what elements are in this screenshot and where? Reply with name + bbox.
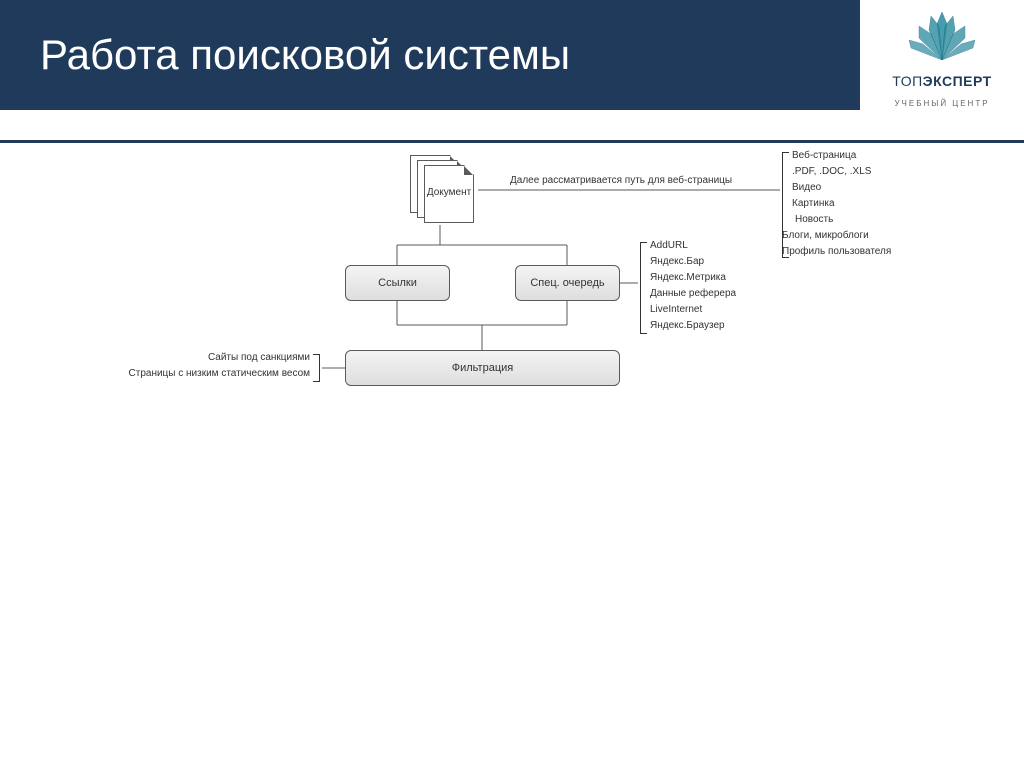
doc-type-item: Веб-страница (792, 150, 856, 161)
bracket-sources (640, 242, 646, 334)
node-filter-label: Фильтрация (452, 362, 513, 374)
node-links: Ссылки (345, 265, 450, 301)
source-item: Яндекс.Браузер (650, 320, 725, 331)
doc-type-item: Новость (795, 214, 833, 225)
filter-input-item: Страницы с низким статическим весом (129, 368, 310, 379)
doc-type-item: Картинка (792, 198, 835, 209)
source-item: Данные реферера (650, 288, 736, 299)
node-filter: Фильтрация (345, 350, 620, 386)
crystal-icon (907, 12, 977, 62)
divider (0, 140, 1024, 143)
doc-type-item: Видео (792, 182, 821, 193)
source-item: LiveInternet (650, 304, 702, 315)
doc-type-item: .PDF, .DOC, .XLS (792, 166, 871, 177)
doc-type-item: Профиль пользователя (782, 246, 891, 257)
node-queue: Спец. очередь (515, 265, 620, 301)
doc-path-label: Далее рассматривается путь для веб-стран… (510, 175, 732, 186)
node-document-label: Документ (424, 187, 474, 198)
source-item: Яндекс.Метрика (650, 272, 726, 283)
bracket-doc-types (782, 152, 788, 258)
logo: ТОПЭКСПЕРТ УЧЕБНЫЙ ЦЕНТР (860, 0, 1024, 140)
filter-input-item: Сайты под санкциями (208, 352, 310, 363)
header: Работа поисковой системы (0, 0, 860, 110)
page-title: Работа поисковой системы (40, 31, 570, 79)
node-queue-label: Спец. очередь (530, 277, 604, 289)
diagram-canvas: Документ Ссылки Спец. очередь Фильтрация… (0, 150, 1024, 650)
connector-lines (0, 150, 1024, 650)
source-item: Яндекс.Бар (650, 256, 704, 267)
node-document: Документ (410, 155, 480, 225)
node-links-label: Ссылки (378, 277, 417, 289)
logo-text: ТОПЭКСПЕРТ (860, 73, 1024, 91)
doc-type-item: Блоги, микроблоги (782, 230, 869, 241)
logo-subtitle: УЧЕБНЫЙ ЦЕНТР (860, 99, 1024, 108)
logo-word-top: ТОП (892, 73, 922, 89)
source-item: AddURL (650, 240, 688, 251)
bracket-filter-left (314, 354, 320, 382)
logo-word-exp: ЭКСПЕРТ (923, 73, 992, 89)
